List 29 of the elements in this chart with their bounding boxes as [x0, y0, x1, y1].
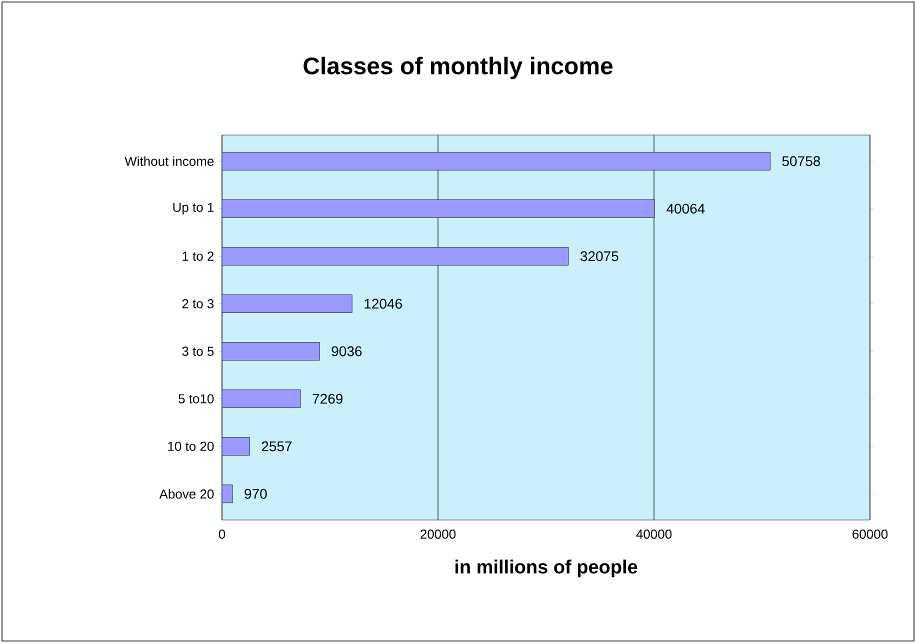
data-label: 32075 — [580, 251, 618, 262]
data-label: 2557 — [262, 441, 292, 452]
y-tick-label: 10 to 20 — [168, 442, 214, 451]
data-label: 9036 — [332, 346, 362, 356]
x-axis-title: in millions of people — [455, 560, 638, 578]
x-tick-label: 20000 — [420, 530, 456, 539]
data-label: 970 — [244, 488, 267, 499]
x-tick-label: 0 — [218, 530, 226, 539]
bar — [222, 247, 569, 266]
y-tick-label: 5 to10 — [178, 394, 214, 404]
x-tick-label: 40000 — [636, 530, 672, 539]
bar — [222, 342, 320, 360]
y-tick-label: 1 to 2 — [182, 252, 214, 261]
data-label: 7269 — [312, 394, 343, 404]
bar — [222, 199, 655, 218]
bar — [222, 294, 352, 313]
y-tick-label: 3 to 5 — [182, 346, 214, 356]
y-tick-label: Above 20 — [159, 489, 214, 499]
y-tick-label: Up to 1 — [173, 202, 214, 215]
data-label: 40064 — [666, 204, 705, 214]
bar — [222, 437, 250, 456]
bar — [222, 390, 301, 408]
y-tick-label: 2 to 3 — [182, 299, 214, 308]
bar — [222, 152, 770, 170]
data-label: 12046 — [364, 298, 402, 309]
x-tick-label: 60000 — [852, 530, 888, 539]
y-tick-label: Without income — [124, 156, 214, 166]
chart-title: Classes of monthly income — [304, 56, 613, 80]
data-label: 50758 — [782, 156, 820, 166]
